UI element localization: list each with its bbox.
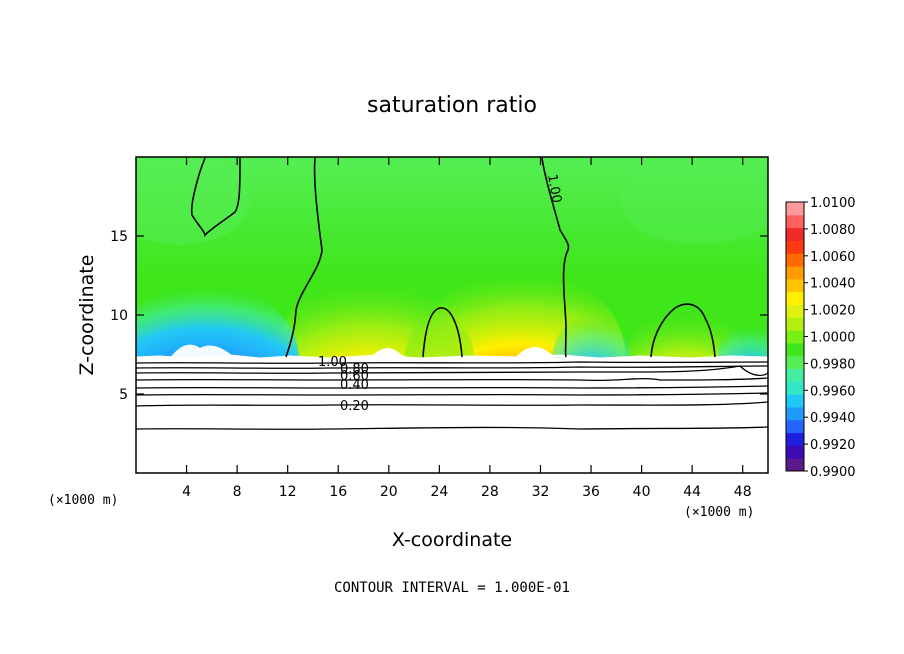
y-tick-label: 10 bbox=[110, 308, 128, 324]
x-tick-label: 40 bbox=[633, 484, 651, 500]
x-tick-label: 8 bbox=[233, 484, 242, 500]
x-tick-label: 32 bbox=[532, 484, 550, 500]
colorbar-tick-label: 1.0040 bbox=[810, 277, 856, 292]
contour-label-3: 0.60 bbox=[340, 369, 369, 384]
field-moist-upper-right bbox=[620, 157, 768, 245]
colorbar-swatch bbox=[786, 419, 804, 434]
colorbar-swatch bbox=[786, 214, 804, 229]
colorbar-tick-label: 0.9900 bbox=[810, 465, 856, 480]
colorbar-tick-label: 0.9960 bbox=[810, 384, 856, 399]
y-tick-label: 5 bbox=[119, 387, 128, 403]
colorbar-swatch bbox=[786, 394, 804, 408]
x-tick-label: 16 bbox=[329, 484, 347, 500]
x-tick-label: 48 bbox=[734, 484, 752, 500]
x-axis-ticks: 4 8 12 16 20 24 28 32 36 40 44 48 bbox=[182, 157, 752, 500]
colorbar-swatch bbox=[786, 227, 804, 241]
contour-label-2: 0.80 bbox=[340, 362, 369, 377]
colorbar: 1.0100 1.0080 1.0060 1.0040 1.0020 1.0000 0.99… bbox=[785, 196, 856, 480]
stable-layer bbox=[136, 358, 768, 473]
colorbar-swatch bbox=[786, 406, 804, 421]
field-moist-upper-left bbox=[136, 157, 250, 245]
contour-interval-note: CONTOUR INTERVAL = 1.000E-01 bbox=[334, 580, 570, 596]
contour-label-top: 1.00 bbox=[544, 173, 564, 204]
colorbar-swatch bbox=[786, 368, 804, 382]
x-tick-label: 12 bbox=[279, 484, 297, 500]
chart-title: saturation ratio bbox=[367, 93, 537, 118]
colorbar-swatch bbox=[786, 266, 804, 280]
colorbar-swatch bbox=[786, 330, 804, 344]
colorbar-swatch bbox=[786, 317, 804, 331]
x-unit-right: (×1000 m) bbox=[684, 505, 754, 520]
x-tick-label: 20 bbox=[380, 484, 398, 500]
colorbar-tick-label: 1.0080 bbox=[810, 223, 856, 238]
colorbar-swatch bbox=[786, 291, 804, 305]
y-axis-ticks: 5 10 15 bbox=[110, 229, 768, 403]
colorbar-swatch bbox=[786, 381, 804, 395]
contour-label-1: 1.00 bbox=[318, 355, 347, 370]
colorbar-swatch bbox=[786, 240, 804, 254]
y-tick-label: 15 bbox=[110, 229, 128, 245]
contour-1.00-upper bbox=[190, 157, 716, 358]
x-unit-left: (×1000 m) bbox=[48, 493, 118, 508]
contour-lines-lower bbox=[136, 361, 768, 430]
dry-core-1 bbox=[170, 344, 235, 358]
colorbar-tick-label: 0.9940 bbox=[810, 411, 856, 426]
contour-label-5: 0.20 bbox=[340, 399, 369, 414]
y-axis-label: Z-coordinate bbox=[76, 255, 98, 376]
colorbar-swatch bbox=[786, 202, 804, 216]
colorbar-tick-label: 1.0060 bbox=[810, 250, 856, 265]
colorbar-tick-label: 1.0020 bbox=[810, 304, 856, 319]
colorbar-swatch bbox=[786, 253, 804, 267]
x-tick-label: 36 bbox=[582, 484, 600, 500]
colorbar-tick-label: 1.0100 bbox=[810, 196, 856, 211]
colorbar-tick-label: 0.9980 bbox=[810, 357, 856, 372]
x-tick-label: 44 bbox=[683, 484, 701, 500]
stable-layer-top-edge bbox=[136, 354, 768, 361]
x-tick-label: 28 bbox=[481, 484, 499, 500]
x-tick-label: 24 bbox=[430, 484, 448, 500]
colorbar-swatch bbox=[786, 278, 804, 293]
colorbar-swatch bbox=[786, 458, 804, 472]
x-axis-label: X-coordinate bbox=[392, 529, 512, 551]
colorbar-tick-label: 1.0000 bbox=[810, 331, 856, 346]
colorbar-swatch bbox=[786, 445, 804, 459]
colorbar-swatch bbox=[786, 342, 804, 357]
x-tick-label: 4 bbox=[182, 484, 191, 500]
plot-area bbox=[136, 157, 768, 473]
colorbar-swatch bbox=[786, 432, 804, 446]
colorbar-swatch bbox=[786, 355, 804, 370]
colorbar-tick-label: 0.9920 bbox=[810, 438, 856, 453]
contour-label-4: 0.40 bbox=[340, 378, 369, 393]
colorbar-swatch bbox=[786, 304, 804, 318]
